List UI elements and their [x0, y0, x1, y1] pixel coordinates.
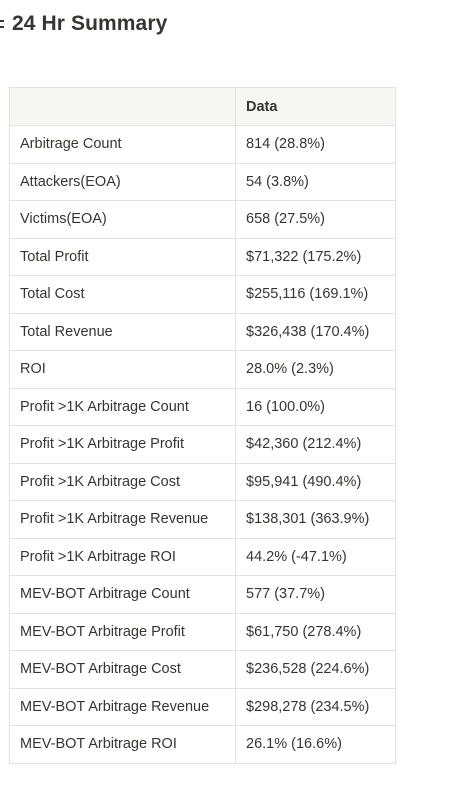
- metric-value-cell[interactable]: $326,438 (170.4%): [235, 312, 396, 351]
- metric-label-cell[interactable]: ROI: [9, 350, 236, 389]
- metric-value-cell[interactable]: 26.1% (16.6%): [235, 725, 396, 764]
- data-column-header[interactable]: Data: [235, 87, 396, 126]
- table-row: ROI 28.0% (2.3%): [9, 350, 396, 389]
- table-row: Attackers(EOA) 54 (3.8%): [9, 162, 396, 201]
- metric-label-cell[interactable]: MEV-BOT Arbitrage Profit: [9, 612, 236, 651]
- metric-label-cell[interactable]: Arbitrage Count: [9, 125, 236, 164]
- metric-value-cell[interactable]: $236,528 (224.6%): [235, 650, 396, 689]
- metric-label-cell[interactable]: MEV-BOT Arbitrage Revenue: [9, 687, 236, 726]
- metric-label-cell[interactable]: Profit >1K Arbitrage Profit: [9, 425, 236, 464]
- metric-label-cell[interactable]: Attackers(EOA): [9, 162, 236, 201]
- metric-label-cell[interactable]: Total Cost: [9, 275, 236, 314]
- table-row: MEV-BOT Arbitrage Revenue $298,278 (234.5…: [9, 687, 396, 726]
- metric-value-cell[interactable]: 577 (37.7%): [235, 575, 396, 614]
- metric-label-cell[interactable]: Profit >1K Arbitrage Count: [9, 387, 236, 426]
- metric-value-cell[interactable]: 658 (27.5%): [235, 200, 396, 239]
- table-row: MEV-BOT Arbitrage ROI 26.1% (16.6%): [9, 725, 396, 764]
- table-row: Total Cost $255,116 (169.1%): [9, 275, 396, 314]
- table-row: Total Profit $71,322 (175.2%): [9, 237, 396, 276]
- table-row: Victims(EOA) 658 (27.5%): [9, 200, 396, 239]
- metric-value-cell[interactable]: $61,750 (278.4%): [235, 612, 396, 651]
- metric-value-cell[interactable]: $71,322 (175.2%): [235, 237, 396, 276]
- metric-label-cell[interactable]: Profit >1K Arbitrage ROI: [9, 537, 236, 576]
- metric-value-cell[interactable]: $138,301 (363.9%): [235, 500, 396, 539]
- metric-value-cell[interactable]: $95,941 (490.4%): [235, 462, 396, 501]
- metric-label-cell[interactable]: MEV-BOT Arbitrage Count: [9, 575, 236, 614]
- metric-label-cell[interactable]: Total Revenue: [9, 312, 236, 351]
- metric-label-cell[interactable]: Profit >1K Arbitrage Cost: [9, 462, 236, 501]
- table-row: Profit >1K Arbitrage Profit $42,360 (212.…: [9, 425, 396, 464]
- table-row: Profit >1K Arbitrage Count 16 (100.0%): [9, 387, 396, 426]
- summary-table-container: Data Arbitrage Count 814 (28.8%) Attackers…: [9, 87, 396, 764]
- table-row: Total Revenue $326,438 (170.4%): [9, 312, 396, 351]
- metric-value-cell[interactable]: 814 (28.8%): [235, 125, 396, 164]
- metric-value-cell[interactable]: 54 (3.8%): [235, 162, 396, 201]
- table-row: Profit >1K Arbitrage ROI 44.2% (-47.1%): [9, 537, 396, 576]
- metric-value-cell[interactable]: 16 (100.0%): [235, 387, 396, 426]
- table-row: Profit >1K Arbitrage Revenue $138,301 (36…: [9, 500, 396, 539]
- metric-value-cell[interactable]: $298,278 (234.5%): [235, 687, 396, 726]
- table-row: MEV-BOT Arbitrage Cost $236,528 (224.6%): [9, 650, 396, 689]
- table-row: MEV-BOT Arbitrage Profit $61,750 (278.4%): [9, 612, 396, 651]
- page-title: 24 Hr Summary: [12, 12, 168, 35]
- metric-label-cell[interactable]: MEV-BOT Arbitrage ROI: [9, 725, 236, 764]
- table-row: Arbitrage Count 814 (28.8%): [9, 125, 396, 164]
- metric-column-header[interactable]: [9, 87, 236, 126]
- metric-value-cell[interactable]: $42,360 (212.4%): [235, 425, 396, 464]
- list-icon: [0, 14, 6, 34]
- metric-value-cell[interactable]: 44.2% (-47.1%): [235, 537, 396, 576]
- summary-table: Data Arbitrage Count 814 (28.8%) Attackers…: [9, 87, 396, 764]
- page-header: 24 Hr Summary: [0, 6, 167, 42]
- metric-label-cell[interactable]: Victims(EOA): [9, 200, 236, 239]
- table-row: MEV-BOT Arbitrage Count 577 (37.7%): [9, 575, 396, 614]
- metric-label-cell[interactable]: Total Profit: [9, 237, 236, 276]
- table-header-row: Data: [9, 87, 396, 126]
- metric-value-cell[interactable]: 28.0% (2.3%): [235, 350, 396, 389]
- metric-label-cell[interactable]: MEV-BOT Arbitrage Cost: [9, 650, 236, 689]
- table-row: Profit >1K Arbitrage Cost $95,941 (490.4%…: [9, 462, 396, 501]
- metric-label-cell[interactable]: Profit >1K Arbitrage Revenue: [9, 500, 236, 539]
- table-body: Arbitrage Count 814 (28.8%) Attackers(EOA)…: [9, 125, 396, 764]
- metric-value-cell[interactable]: $255,116 (169.1%): [235, 275, 396, 314]
